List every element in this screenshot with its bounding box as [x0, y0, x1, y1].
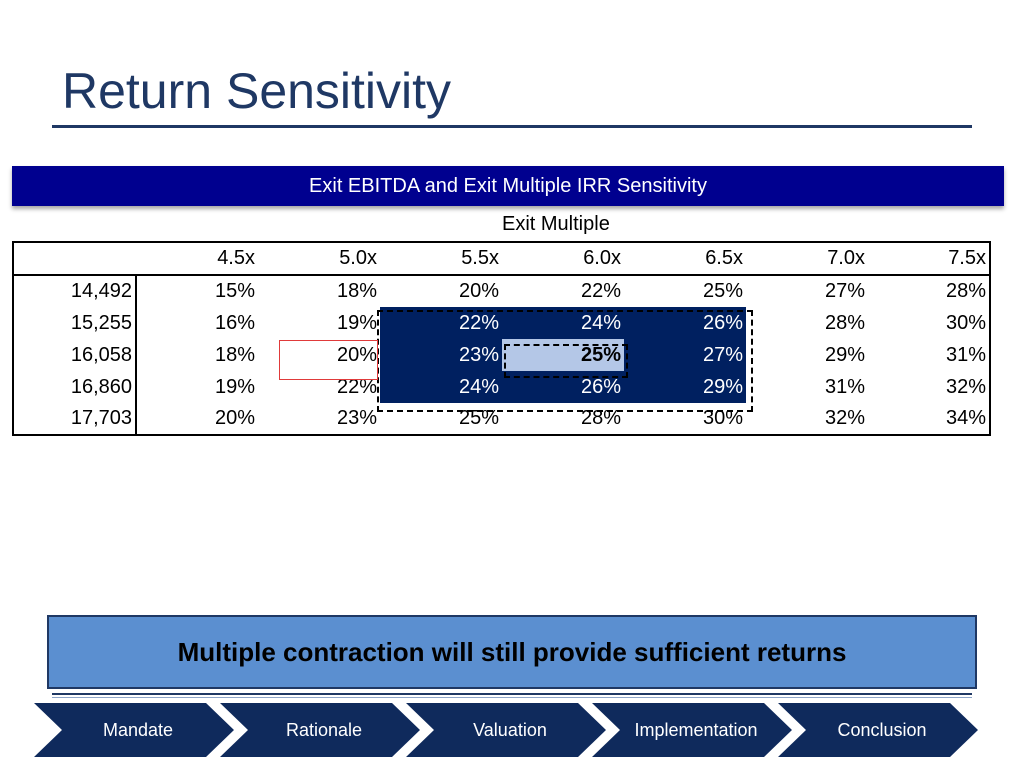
slide-title: Return Sensitivity — [62, 63, 452, 119]
table-cell: 25% — [458, 407, 499, 429]
table-row: 15,255 16% 19% 22% 24% 26% 28% 30% — [13, 307, 990, 339]
table-cell: 30% — [702, 407, 743, 429]
table-cell: 19% — [336, 311, 377, 334]
table-cell: 18% — [336, 280, 377, 302]
table-row: 16,860 19% 22% 24% 26% 29% 31% 32% — [13, 371, 990, 403]
sensitivity-table: 4.5x 5.0x 5.5x 6.0x 6.5x 7.0x 7.5x 14,49… — [12, 241, 991, 436]
table-cell: 29% — [824, 343, 865, 366]
nav-label: Conclusion — [837, 719, 927, 740]
table-cell: 32% — [945, 375, 986, 398]
row-label-exit-ebitda: 14,492 — [13, 275, 137, 307]
row-label-exit-ebitda: 16,860 — [13, 371, 137, 403]
table-cell: 22% — [580, 280, 621, 302]
table-cell: 32% — [824, 407, 865, 429]
table-cell-highlighted: 26% — [502, 371, 624, 403]
footer-divider — [52, 693, 972, 695]
table-cell: 28% — [824, 311, 865, 334]
table-cell-highlighted: 26% — [624, 307, 746, 339]
table-cell: 18% — [214, 343, 255, 366]
nav-label: Mandate — [102, 719, 174, 740]
nav-valuation[interactable]: Valuation — [406, 703, 606, 757]
table-cell: 20% — [214, 407, 255, 429]
table-cell: 20% — [336, 343, 377, 366]
table-banner: Exit EBITDA and Exit Multiple IRR Sensit… — [12, 166, 1004, 206]
column-header-exit-multiple: Exit Multiple — [502, 213, 610, 235]
column-header-cell: 5.0x — [258, 242, 380, 276]
table-cell: 19% — [214, 375, 255, 398]
table-cell: 28% — [580, 407, 621, 429]
table-header-row: 4.5x 5.0x 5.5x 6.0x 6.5x 7.0x 7.5x — [13, 242, 990, 276]
table-cell-highlighted: 23% — [380, 339, 502, 371]
table-cell: 34% — [945, 407, 986, 429]
row-label-exit-ebitda: 16,058 — [13, 339, 137, 371]
nav-conclusion[interactable]: Conclusion — [778, 703, 978, 757]
column-header-cell: 7.0x — [746, 242, 868, 276]
column-header-cell: 6.5x — [624, 242, 746, 276]
table-cell: 16% — [214, 311, 255, 334]
title-divider — [52, 125, 972, 128]
row-label-exit-ebitda: 17,703 — [13, 403, 137, 435]
column-header-cell: 7.5x — [868, 242, 990, 276]
table-row: 14,492 15% 18% 20% 22% 25% 27% 28% — [13, 275, 990, 307]
table-cell: 31% — [945, 343, 986, 366]
table-cell-highlighted: 24% — [380, 371, 502, 403]
nav-label: Valuation — [473, 719, 547, 740]
table-cell: 31% — [824, 375, 865, 398]
table-row: 17,703 20% 23% 25% 28% 30% 32% 34% — [13, 403, 990, 435]
table-row: 16,058 18% 20% 23% 25% 27% 29% 31% — [13, 339, 990, 371]
nav-label: Implementation — [634, 719, 758, 740]
section-navigation: Mandate Rationale Valuation Implementati… — [34, 703, 984, 757]
row-label-exit-ebitda: 15,255 — [13, 307, 137, 339]
table-cell: 22% — [336, 375, 377, 398]
nav-rationale[interactable]: Rationale — [220, 703, 420, 757]
nav-label: Rationale — [285, 719, 363, 740]
table-cell: 27% — [824, 280, 865, 302]
column-header-cell: 4.5x — [136, 242, 258, 276]
footer-divider-thin — [52, 697, 972, 698]
nav-implementation[interactable]: Implementation — [592, 703, 792, 757]
table-cell: 25% — [702, 280, 743, 302]
table-cell-highlighted: 24% — [502, 307, 624, 339]
table-cell: 20% — [458, 280, 499, 302]
table-cell-highlighted: 29% — [624, 371, 746, 403]
table-cell-highlighted: 27% — [624, 339, 746, 371]
column-header-cell: 5.5x — [380, 242, 502, 276]
key-takeaway-callout: Multiple contraction will still provide … — [47, 615, 977, 689]
nav-mandate[interactable]: Mandate — [34, 703, 234, 757]
table-cell-highlighted: 22% — [380, 307, 502, 339]
table-cell: 28% — [945, 280, 986, 302]
column-header-cell: 6.0x — [502, 242, 624, 276]
table-cell: 23% — [336, 407, 377, 429]
corner-cell — [13, 242, 136, 276]
table-cell: 30% — [945, 311, 986, 334]
table-cell-base-case: 25% — [502, 339, 624, 371]
table-cell: 15% — [214, 280, 255, 302]
